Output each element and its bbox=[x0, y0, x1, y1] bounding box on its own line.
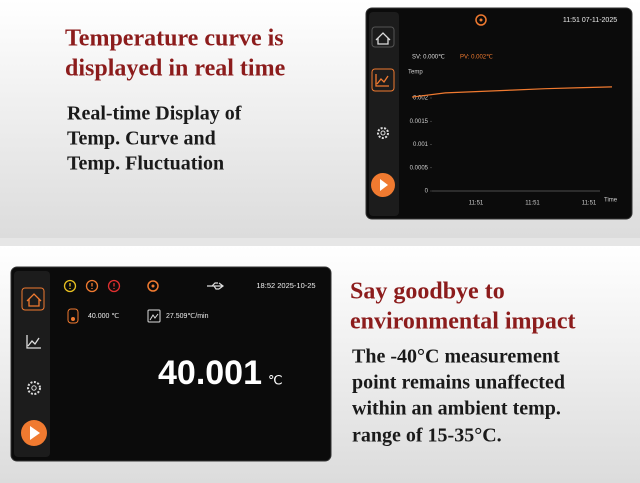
temperature-line bbox=[411, 86, 613, 98]
present-value: PV: 0.002℃ bbox=[460, 55, 493, 61]
x-tick-label: 11:51 bbox=[525, 201, 540, 207]
y-tick-label: 0.002 bbox=[413, 96, 429, 102]
y-tick-label: 0.0015 bbox=[410, 119, 429, 125]
rate: 27.509℃/min bbox=[166, 313, 209, 320]
device-screen bbox=[10, 266, 332, 462]
device-screen bbox=[365, 7, 633, 220]
y-tick-label: 0 bbox=[425, 189, 429, 195]
chart: 0 0.0005 0.001 0.0015 0.002 11:51 11:51 11:51 bbox=[410, 86, 613, 207]
y-tick-label: 0.001 bbox=[413, 142, 429, 148]
description-line: point remains unaffected bbox=[352, 372, 565, 394]
clock: 11:51 07-11-2025 bbox=[563, 17, 617, 24]
description-line: Temp. Curve and bbox=[67, 128, 216, 150]
x-tick-label: 11:51 bbox=[469, 201, 484, 207]
clock: 18:52 2025-10-25 bbox=[256, 281, 315, 290]
reading-unit: ℃ bbox=[268, 372, 283, 387]
description-line: The -40°C measurement bbox=[352, 346, 560, 368]
x-axis-label: Time bbox=[604, 198, 618, 204]
set-value: SV: 0.000℃ bbox=[412, 55, 445, 61]
heading-line: displayed in real time bbox=[65, 56, 286, 82]
heading-line: Temperature curve is bbox=[65, 26, 284, 52]
description-line: within an ambient temp. bbox=[352, 398, 561, 420]
reading: 40.001 bbox=[158, 354, 262, 392]
description-line: Real-time Display of bbox=[67, 103, 242, 125]
y-axis-label: Temp bbox=[408, 70, 423, 76]
heading-line: Say goodbye to bbox=[350, 279, 505, 305]
set-value: 40.000 ℃ bbox=[88, 313, 119, 320]
heading-line: environmental impact bbox=[350, 309, 576, 335]
description-line: range of 15-35°C. bbox=[352, 425, 502, 447]
y-tick-label: 0.0005 bbox=[410, 165, 429, 171]
description-line: Temp. Fluctuation bbox=[67, 153, 224, 175]
x-tick-label: 11:51 bbox=[582, 201, 597, 207]
